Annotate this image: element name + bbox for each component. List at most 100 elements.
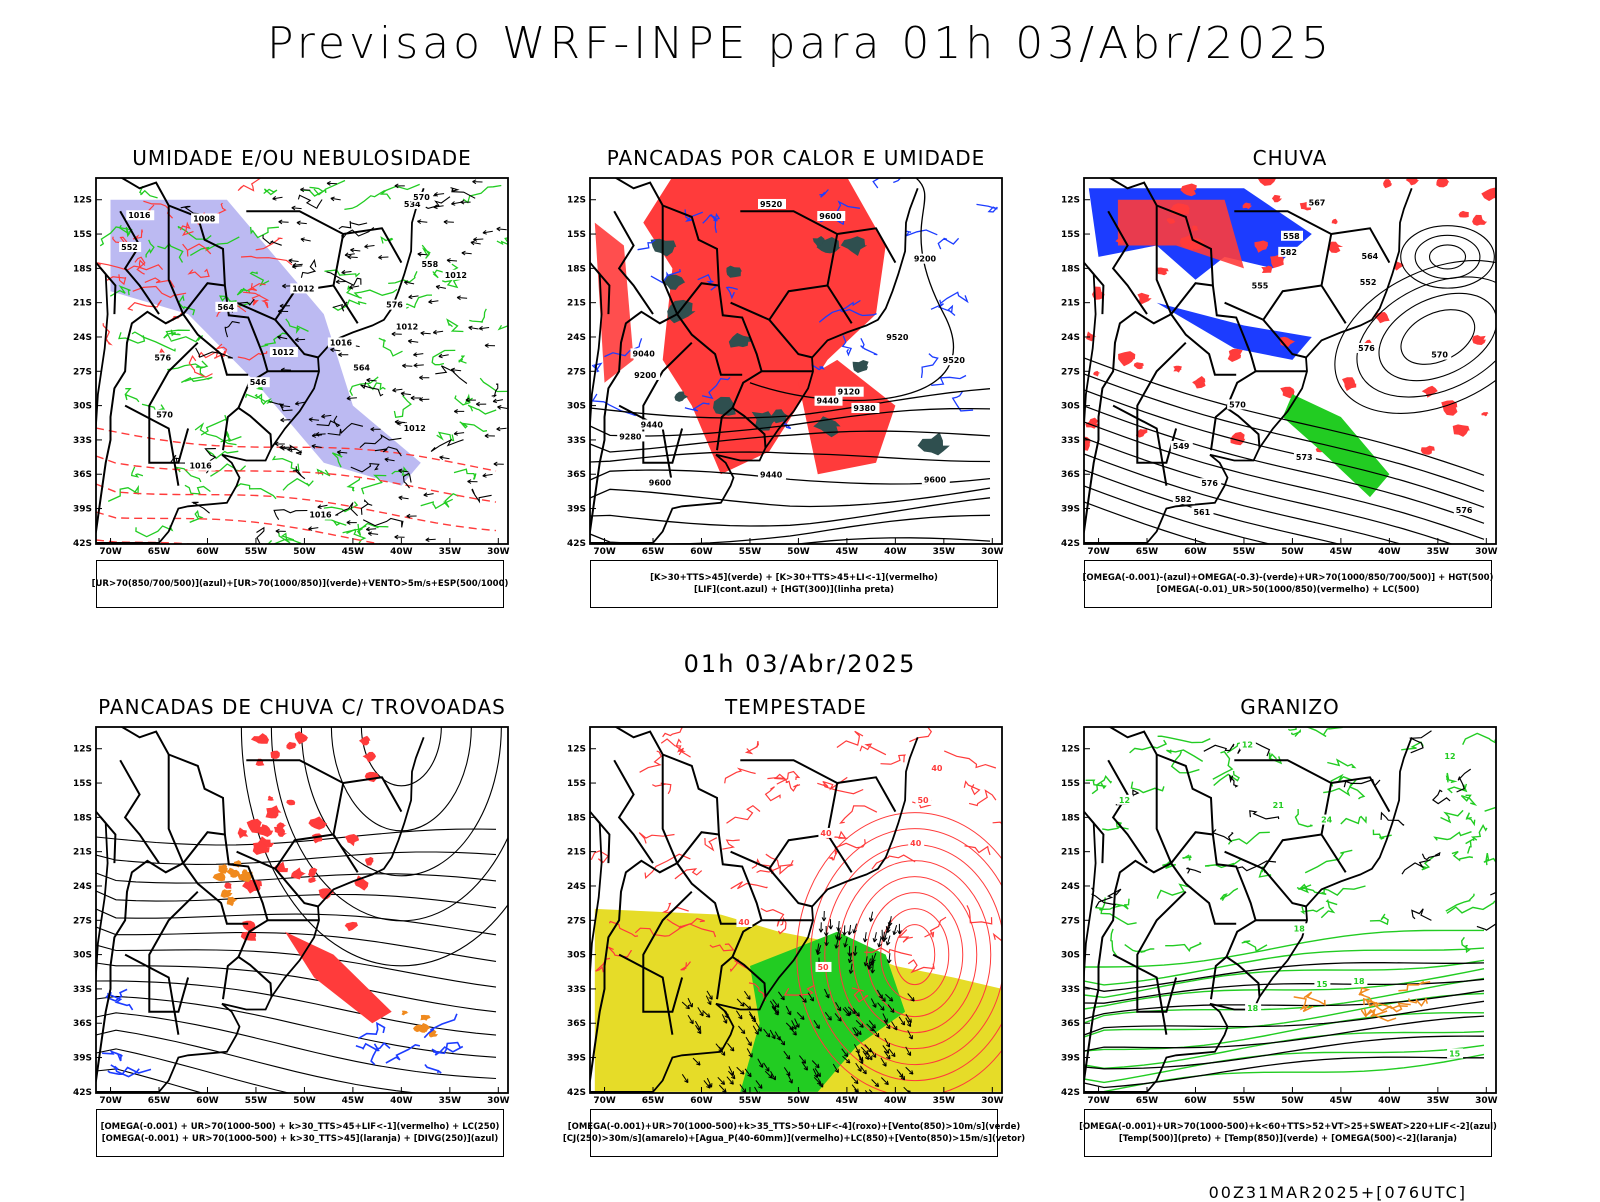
- water-vapor-contour: [765, 853, 794, 867]
- omega-rh-low-area: [1472, 335, 1486, 345]
- height-500-contour: [1084, 501, 1211, 544]
- contour-label-bg: [908, 838, 925, 849]
- contour-label: 1012: [396, 322, 418, 331]
- contour-label: 9520: [886, 333, 909, 342]
- country-border: [167, 205, 185, 315]
- wind-850-vector: [835, 1002, 842, 1012]
- water-vapor-contour: [924, 916, 947, 938]
- lat-tick-label: 30S: [1061, 402, 1080, 412]
- country-border: [837, 227, 897, 264]
- wind-vector: [277, 335, 288, 340]
- thunderstorm-area: [294, 731, 309, 745]
- pressure-contour: [316, 415, 341, 428]
- height-500-contour: [1084, 389, 1485, 508]
- contour-label-bg: [1306, 197, 1329, 208]
- wind-850-vector: [695, 1024, 702, 1035]
- temp-850-contour: [1327, 758, 1357, 769]
- wind-850-vector: [794, 1018, 800, 1028]
- humidity-lower-contour: [391, 466, 410, 476]
- lat-tick-label: 30S: [567, 951, 586, 961]
- wind-850-vector: [681, 1074, 689, 1084]
- wind-850-vector: [824, 1011, 832, 1021]
- temp-850-contour: [1084, 992, 1485, 1038]
- country-border: [222, 407, 240, 451]
- omega-500-contour: [1358, 993, 1379, 1008]
- lat-tick-label: 21S: [1061, 848, 1080, 858]
- lon-tick-label: 35W: [933, 547, 956, 557]
- country-border: [642, 890, 693, 1013]
- wind-850-vector: [769, 1029, 776, 1040]
- legend-line: [OMEGA(-0.01)_UR>50(1000/850)(vermelho) …: [1156, 585, 1420, 595]
- temp-850-contour: [1460, 936, 1471, 954]
- wind-850-vector: [870, 963, 876, 974]
- water-vapor-contour: [880, 754, 907, 765]
- lifted-index-contour: [937, 237, 960, 250]
- wind-vector: [330, 196, 341, 202]
- wind-850-vector: [770, 1070, 776, 1081]
- contour-label: 18: [1247, 1004, 1259, 1013]
- lon-tick-label: 50W: [1281, 1096, 1304, 1106]
- lifted-index-contour: [697, 274, 717, 291]
- contour-label: 21: [1273, 801, 1285, 810]
- lifted-index-contour: [920, 353, 939, 378]
- lon-tick-label: 35W: [933, 1096, 956, 1106]
- wind-850-vector: [877, 1098, 883, 1106]
- lon-tick-label: 70W: [99, 1096, 122, 1106]
- wind-vector: [484, 433, 495, 439]
- omega-rh-low-area: [1481, 412, 1489, 417]
- wind-850-vector: [728, 1066, 734, 1076]
- streamline-250: [96, 944, 497, 988]
- wind-850-vector: [862, 1050, 870, 1060]
- wind-vector: [294, 337, 306, 343]
- wind-850-vector: [907, 1090, 912, 1093]
- thunderstorm-area: [242, 920, 256, 933]
- lifted-index-contour: [939, 291, 969, 305]
- wind-850-vector: [864, 1044, 872, 1053]
- contour-label-bg: [638, 419, 667, 430]
- lon-tick-label: 30W: [487, 547, 510, 557]
- lat-tick-label: 15S: [567, 779, 586, 789]
- lat-tick-label: 27S: [567, 916, 586, 926]
- lifted-index-contour: [841, 335, 852, 357]
- contour-label-bg: [187, 460, 216, 471]
- humidity-lower-contour: [263, 188, 278, 196]
- wind-vector: [446, 258, 458, 263]
- contour-label: 576: [1456, 506, 1473, 515]
- height-500-contour: [1428, 244, 1467, 270]
- divergence-contour: [385, 1043, 421, 1064]
- thunderstorm-area: [276, 829, 287, 837]
- wind-vector: [348, 284, 360, 290]
- lat-tick-label: 42S: [567, 539, 586, 549]
- wind-850-vector: [841, 1048, 849, 1058]
- contour-label: 549: [1173, 442, 1190, 451]
- humidity-lower-contour: [107, 484, 139, 502]
- country-border: [613, 210, 654, 315]
- water-vapor-contour: [704, 837, 718, 852]
- convection-area: [220, 889, 233, 898]
- thunderstorm-area: [308, 816, 328, 830]
- country-border: [1331, 227, 1391, 264]
- lat-tick-label: 27S: [1061, 916, 1080, 926]
- wind-vector: [367, 531, 379, 537]
- omega-rh-low-area: [1133, 362, 1144, 370]
- wind-850-vector: [778, 1036, 786, 1046]
- contour-label: 570: [1229, 400, 1246, 409]
- lat-tick-label: 36S: [1061, 470, 1080, 480]
- pressure-contour: [256, 526, 265, 544]
- humidity-lower-contour: [184, 360, 209, 383]
- omega-rh-low-area: [1227, 348, 1243, 362]
- temp-850-contour: [1129, 739, 1168, 754]
- wind-850-vector: [757, 1058, 764, 1068]
- omega-rh-low-area: [1115, 238, 1124, 244]
- wind-vector: [300, 187, 311, 193]
- country-border: [100, 816, 117, 864]
- contour-label-bg: [929, 763, 946, 774]
- country-border: [274, 319, 320, 359]
- temp-500-contour: [1401, 859, 1431, 875]
- contour-label: 9200: [914, 255, 937, 264]
- divergence-contour: [370, 1042, 391, 1066]
- contour-label: 9440: [641, 421, 664, 430]
- water-vapor-contour: [828, 849, 838, 861]
- country-border: [119, 210, 160, 315]
- contour-label: 576: [1201, 479, 1218, 488]
